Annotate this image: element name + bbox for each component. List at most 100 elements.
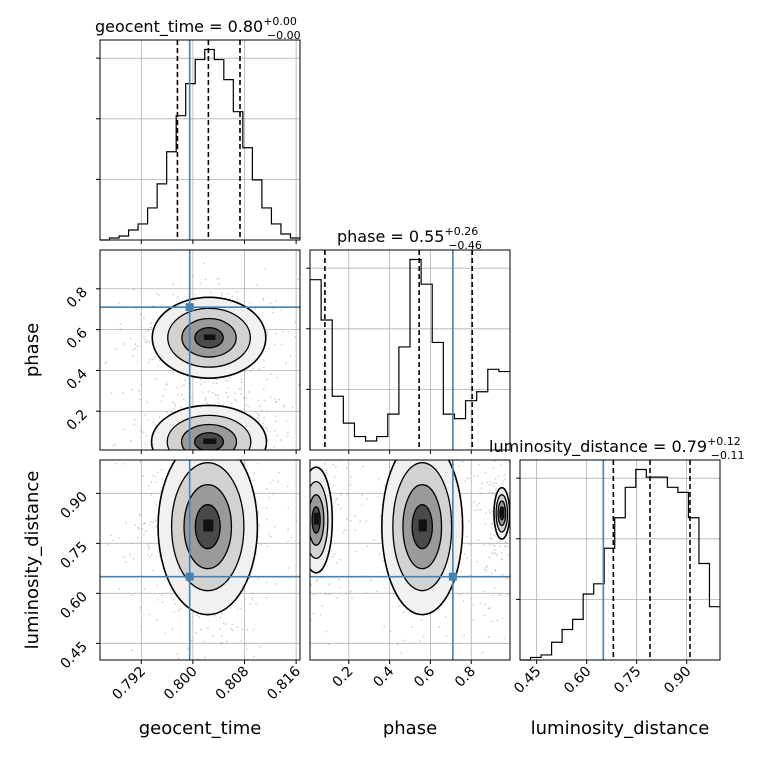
scatter-point: [310, 618, 313, 621]
scatter-point: [150, 493, 153, 496]
scatter-point: [248, 405, 251, 408]
scatter-point: [122, 343, 125, 345]
scatter-point: [305, 466, 307, 468]
scatter-point: [152, 521, 155, 523]
scatter-point: [486, 564, 488, 567]
scatter-point: [136, 345, 139, 347]
scatter-point: [243, 397, 245, 400]
scatter-point: [389, 630, 392, 632]
scatter-point: [201, 456, 203, 458]
scatter-point: [491, 594, 494, 597]
scatter-point: [479, 602, 482, 605]
scatter-point: [512, 516, 514, 518]
scatter-point: [184, 379, 187, 382]
scatter-point: [144, 443, 147, 445]
scatter-point: [466, 557, 468, 559]
scatter-point: [510, 493, 512, 495]
scatter-point: [91, 661, 93, 663]
scatter-point: [173, 407, 176, 410]
scatter-point: [177, 296, 179, 299]
scatter-point: [111, 453, 113, 455]
scatter-point: [218, 277, 221, 280]
scatter-point: [222, 456, 224, 458]
scatter-point: [224, 623, 227, 626]
scatter-point: [355, 550, 358, 553]
scatter-point: [489, 533, 492, 535]
density-peak: [203, 438, 217, 445]
scatter-point: [147, 361, 150, 364]
scatter-point: [350, 475, 352, 478]
scatter-point: [478, 492, 481, 495]
scatter-point: [494, 488, 497, 491]
scatter-point: [246, 629, 249, 631]
scatter-point: [148, 545, 150, 548]
scatter-point: [511, 527, 513, 529]
scatter-point: [118, 587, 121, 590]
scatter-point: [302, 514, 304, 516]
scatter-point: [335, 497, 338, 499]
scatter-point: [156, 584, 159, 587]
scatter-point: [144, 588, 146, 590]
scatter-point: [436, 455, 438, 457]
scatter-point: [161, 594, 164, 597]
scatter-point: [139, 460, 142, 463]
scatter-point: [130, 439, 132, 442]
scatter-point: [410, 626, 413, 628]
scatter-point: [211, 392, 214, 394]
scatter-point: [241, 381, 244, 384]
scatter-point: [345, 467, 348, 470]
scatter-point: [249, 370, 252, 372]
scatter-point: [119, 328, 121, 330]
scatter-point: [305, 582, 307, 584]
scatter-point: [518, 422, 520, 424]
scatter-point: [191, 457, 193, 459]
scatter-point: [160, 469, 163, 472]
scatter-point: [187, 450, 189, 452]
scatter-point: [477, 463, 480, 466]
scatter-point: [366, 545, 369, 548]
scatter-point: [158, 294, 161, 297]
scatter-point: [512, 534, 514, 536]
scatter-point: [265, 507, 267, 509]
scatter-point: [132, 355, 135, 358]
scatter-point: [472, 501, 475, 503]
scatter-point: [240, 454, 242, 456]
scatter-point: [269, 482, 272, 484]
scatter-point: [239, 387, 242, 390]
scatter-point: [361, 494, 363, 496]
panel-frame: [99, 249, 301, 451]
scatter-point: [137, 527, 140, 530]
scatter-point: [351, 597, 353, 599]
density-panel-geocent-time-vs-phase: [96, 249, 301, 459]
panel-frame: [309, 459, 511, 661]
scatter-point: [236, 608, 239, 611]
scatter-point: [150, 521, 153, 523]
scatter-point: [134, 347, 137, 350]
scatter-point: [258, 524, 261, 527]
scatter-point: [503, 474, 506, 477]
scatter-point: [148, 613, 151, 616]
scatter-point: [481, 493, 483, 495]
scatter-point: [473, 474, 476, 477]
scatter-point: [375, 590, 378, 593]
scatter-point: [113, 443, 116, 446]
scatter-point: [217, 394, 220, 397]
scatter-point: [491, 537, 493, 540]
scatter-point: [304, 435, 306, 437]
scatter-point: [155, 481, 158, 483]
hist-panel-geocent-time: [96, 39, 301, 244]
scatter-point: [483, 614, 486, 617]
scatter-point: [149, 556, 152, 558]
scatter-point: [504, 541, 507, 543]
scatter-point: [305, 430, 307, 432]
scatter-point: [470, 505, 473, 508]
scatter-point: [134, 523, 137, 526]
density-peak: [313, 512, 320, 525]
scatter-point: [252, 592, 255, 595]
scatter-point: [200, 629, 202, 631]
scatter-point: [332, 464, 334, 466]
scatter-point: [266, 545, 269, 547]
scatter-point: [483, 590, 486, 593]
scatter-point: [275, 583, 278, 585]
scatter-point: [512, 554, 514, 556]
